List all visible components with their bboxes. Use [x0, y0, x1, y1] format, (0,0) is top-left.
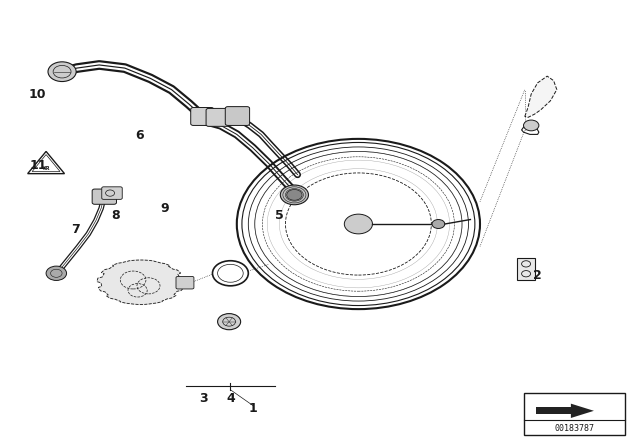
Circle shape [432, 220, 445, 228]
Circle shape [287, 190, 302, 200]
Text: 7: 7 [71, 223, 80, 236]
Text: 11: 11 [29, 159, 47, 172]
Polygon shape [28, 151, 65, 174]
FancyBboxPatch shape [225, 107, 250, 125]
Circle shape [280, 185, 308, 205]
Text: 9: 9 [161, 202, 170, 215]
FancyBboxPatch shape [176, 276, 194, 289]
Text: KR: KR [42, 166, 50, 171]
Circle shape [524, 120, 539, 131]
FancyBboxPatch shape [524, 393, 625, 435]
Circle shape [218, 314, 241, 330]
FancyBboxPatch shape [92, 189, 116, 204]
Circle shape [344, 214, 372, 234]
Text: 5: 5 [275, 209, 284, 223]
FancyBboxPatch shape [206, 108, 229, 126]
FancyBboxPatch shape [517, 258, 535, 280]
Text: 6: 6 [135, 129, 144, 142]
Polygon shape [571, 404, 594, 418]
Circle shape [46, 266, 67, 280]
Text: 8: 8 [111, 209, 120, 223]
Text: 3: 3 [199, 392, 208, 405]
Circle shape [48, 62, 76, 82]
Text: 2: 2 [533, 269, 542, 282]
FancyBboxPatch shape [536, 407, 574, 414]
Text: 10: 10 [28, 87, 46, 101]
Text: 4: 4 [226, 392, 235, 405]
Polygon shape [525, 76, 557, 117]
Text: 00183787: 00183787 [554, 424, 594, 433]
Text: 1: 1 [248, 402, 257, 415]
FancyBboxPatch shape [191, 108, 214, 125]
Polygon shape [97, 260, 184, 305]
FancyBboxPatch shape [102, 187, 122, 199]
